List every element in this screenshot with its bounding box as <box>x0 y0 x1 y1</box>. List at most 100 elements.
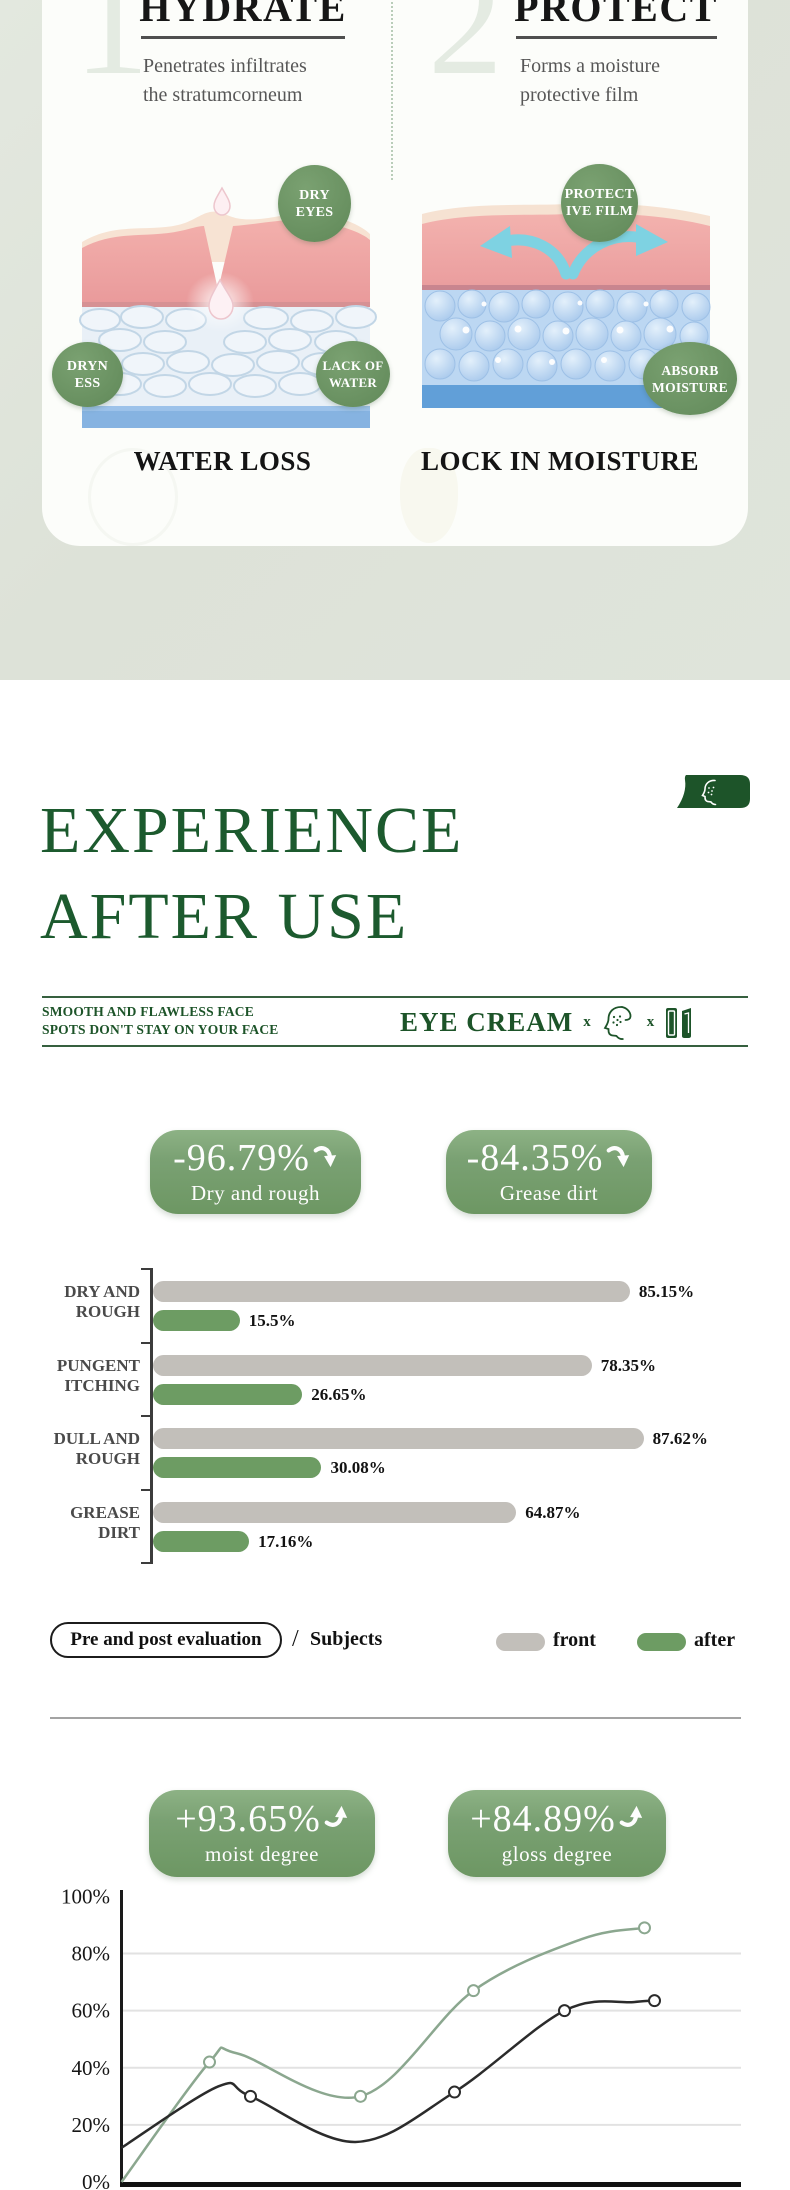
bar-category-label: DRY AND ROUGH <box>64 1282 140 1321</box>
bubble-text: MOISTURE <box>652 379 728 395</box>
bar-front <box>153 1428 644 1449</box>
bubble-text: EYES <box>295 204 334 220</box>
stat-value: -96.79% <box>173 1137 310 1179</box>
bubble-text: ESS <box>74 375 101 391</box>
label-bubble-dryness: DRYN ESS <box>52 342 123 407</box>
bar-value-label: 85.15% <box>638 1282 695 1301</box>
stat-label: Grease dirt <box>499 1181 599 1205</box>
bar-front <box>153 1354 592 1376</box>
bar-value-label: 87.62% <box>652 1429 708 1448</box>
bubble-text: DRYN <box>66 358 109 374</box>
bar-axis-tick <box>141 1268 151 1270</box>
bar-after <box>153 1383 303 1405</box>
bar-axis-tick <box>141 1488 151 1491</box>
stat-label: moist degree <box>205 1842 319 1866</box>
product-name: EYE CREAM <box>400 1006 574 1037</box>
step-number-2: 2 <box>428 0 503 106</box>
step-column-divider <box>391 0 393 180</box>
stat-value: +93.65% <box>175 1798 321 1840</box>
subtitle-left: SMOOTH AND FLAWLESS FACE SPOTS DON'T STA… <box>42 1003 278 1039</box>
bar-category-label: GREASE DIRT <box>70 1502 140 1542</box>
cream-tubes-icon <box>666 1008 692 1038</box>
stat-value: -84.35% <box>466 1137 604 1179</box>
step-title-protect: PROTECT <box>514 0 718 30</box>
bar-axis-tick <box>141 1341 151 1344</box>
series-black-curve <box>120 1999 655 2149</box>
data-point-black-curve <box>448 2085 461 2099</box>
bubble-text: IVE FILM <box>565 204 634 219</box>
step-title-underline <box>516 36 717 39</box>
bubble-text: PROTECT <box>564 187 635 202</box>
bar-front <box>153 1281 630 1302</box>
series-green-curve <box>120 1926 645 2183</box>
step-description-1: Penetrates infiltrates the stratumcorneu… <box>143 52 353 110</box>
caption-lock-in-moisture: LOCK IN MOISTURE <box>420 446 700 476</box>
section-title-line2: AFTER USE <box>40 880 409 953</box>
step-title-hydrate: HYDRATE <box>139 0 347 30</box>
data-point-green-curve <box>354 2089 367 2103</box>
bar-axis-tick <box>141 1415 151 1417</box>
step-description-line: the stratumcorneum <box>143 84 303 106</box>
bar-value-label: 15.5% <box>248 1311 296 1330</box>
y-tick-label: 40% <box>72 2056 111 2080</box>
step-title-underline <box>141 36 345 39</box>
legend-slash: / <box>292 1626 299 1652</box>
label-bubble-dry-eyes: DRY EYES <box>278 165 351 242</box>
bar-value-label: 26.65% <box>311 1384 367 1404</box>
bar-after <box>153 1530 250 1552</box>
section-divider <box>50 1717 741 1719</box>
data-point-green-curve <box>467 1984 480 1998</box>
bubble-text: WATER <box>328 375 378 390</box>
y-tick-label: 0% <box>82 2170 110 2190</box>
stat-value: +84.89% <box>470 1798 616 1840</box>
legend-label-front: front <box>553 1629 596 1651</box>
y-tick-label: 20% <box>72 2113 111 2137</box>
section-title: EXPERIENCE AFTER USE <box>40 788 463 960</box>
stat-label: Dry and rough <box>191 1181 320 1205</box>
bar-value-label: 64.87% <box>525 1502 581 1522</box>
face-icon <box>603 1006 632 1040</box>
stat-badge-gloss-degree: +84.89% gloss degree <box>448 1790 666 1877</box>
y-tick-label: 100% <box>61 1884 110 1908</box>
subtitle-rule-top <box>42 996 748 998</box>
leaf-badge <box>677 775 750 808</box>
subtitle-left-line1: SMOOTH AND FLAWLESS FACE <box>42 1004 254 1019</box>
legend-swatch-front <box>496 1633 545 1651</box>
arrow-down-icon <box>312 1143 338 1174</box>
bar-value-label: 78.35% <box>600 1355 656 1375</box>
legend-subjects: Subjects <box>310 1628 383 1650</box>
bar-front <box>153 1501 517 1523</box>
step-number-1: 1 <box>74 0 149 106</box>
watermark-pear <box>400 448 458 543</box>
y-tick-label: 60% <box>72 1999 111 2023</box>
hydrated-skin-illustration <box>422 203 720 408</box>
bar-value-label: 30.08% <box>330 1458 386 1477</box>
watermark-smiley <box>88 448 178 546</box>
multiply-sign: x <box>583 1013 591 1030</box>
arrow-up-icon <box>323 1804 349 1835</box>
bubble-text: ABSORB <box>661 362 719 378</box>
label-bubble-absorb-moisture: ABSORB MOISTURE <box>643 342 737 415</box>
label-bubble-protective-film: PROTECT IVE FILM <box>561 164 638 242</box>
data-point-green-curve <box>203 2055 216 2069</box>
bar-axis-tick <box>141 1562 151 1564</box>
stat-label: gloss degree <box>501 1842 613 1866</box>
data-point-green-curve <box>638 1921 651 1935</box>
label-bubble-lack-of-water: LACK OF WATER <box>316 341 390 407</box>
section-title-line1: EXPERIENCE <box>40 794 464 867</box>
bubble-text: DRY <box>299 187 330 203</box>
stat-badge-moist-degree: +93.65% moist degree <box>149 1790 375 1877</box>
bar-after <box>153 1457 322 1478</box>
line-chart: 100% 80% 60% 40% 20% 0% <box>61 1884 741 2190</box>
step-description-line: Penetrates infiltrates <box>143 55 307 77</box>
data-point-black-curve <box>244 2089 257 2103</box>
y-tick-label: 80% <box>72 1942 111 1966</box>
arrow-down-icon <box>605 1143 631 1174</box>
subtitle-left-line2: SPOTS DON'T STAY ON YOUR FACE <box>42 1022 279 1037</box>
stat-badge-dry-and-rough: -96.79% Dry and rough <box>150 1130 361 1214</box>
bubble-text: LACK OF <box>322 358 384 373</box>
caption-water-loss: WATER LOSS <box>133 446 312 476</box>
multiply-sign: x <box>646 1013 655 1030</box>
data-point-black-curve <box>648 1994 661 2008</box>
